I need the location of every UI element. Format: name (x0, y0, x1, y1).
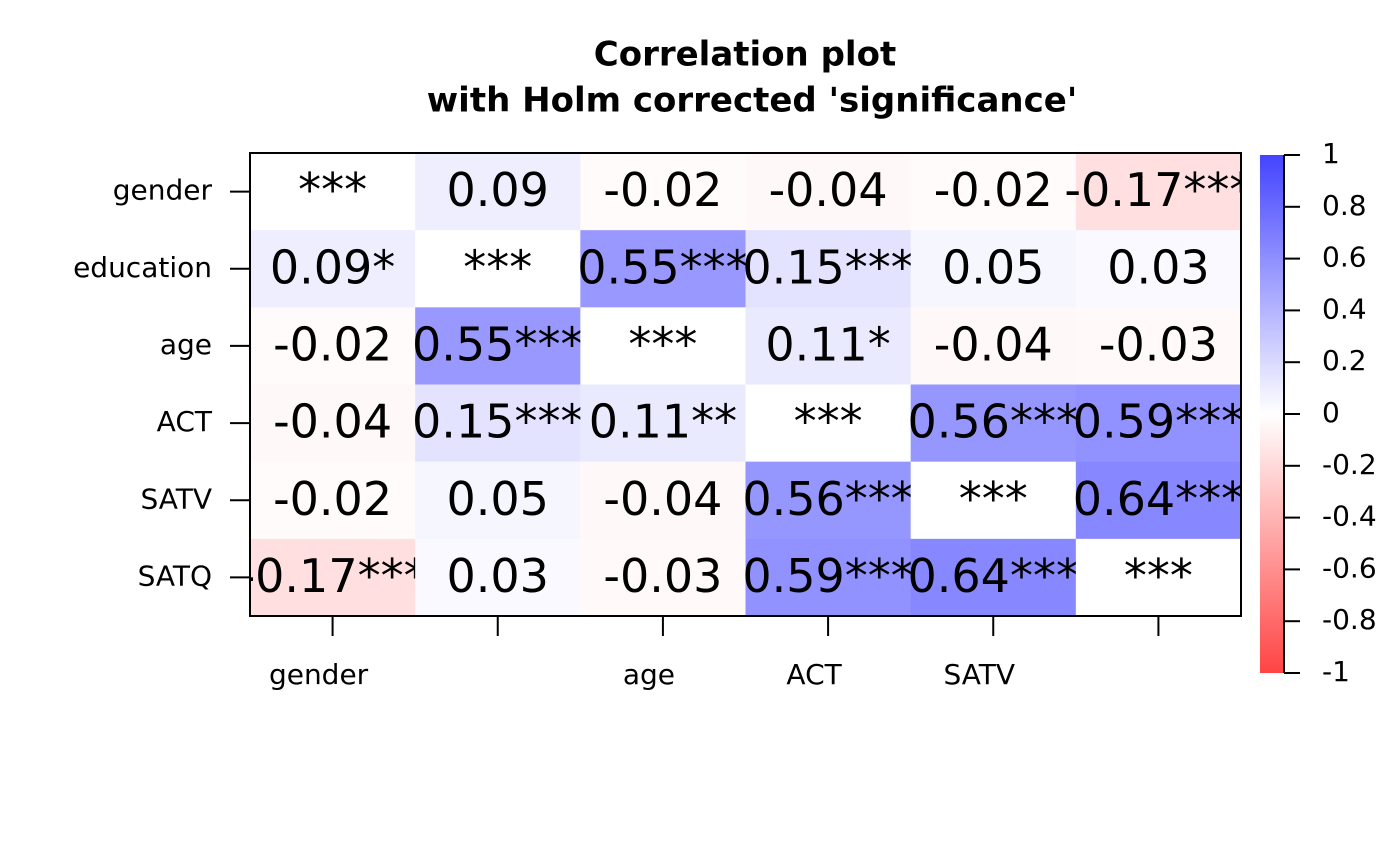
cell-label: -0.02 (273, 317, 392, 371)
cell-label: -0.02 (934, 163, 1053, 217)
y-tick-label: SATV (140, 482, 212, 515)
colorbar-tick-label: 0 (1322, 396, 1340, 429)
cell-label: 0.15*** (412, 395, 583, 449)
colorbar-tick-label: -0.4 (1322, 500, 1377, 533)
cell (745, 230, 912, 308)
cell (910, 307, 1077, 385)
y-tick-label: age (160, 328, 212, 361)
colorbar-tick-label: -0.2 (1322, 448, 1377, 481)
cell (910, 538, 1077, 616)
cell-label: -0.04 (603, 472, 722, 526)
cell-label: 0.11** (589, 395, 737, 449)
cell-label: -0.03 (603, 549, 722, 603)
y-tick-label: education (73, 251, 212, 284)
cell (745, 461, 912, 540)
cell-label: 0.11* (765, 317, 890, 371)
cell-label: 0.55*** (412, 317, 583, 371)
cell (910, 230, 1077, 308)
y-tick-label: SATQ (138, 559, 212, 592)
cell-label: 0.15*** (742, 240, 913, 294)
colorbar-tick-label: -0.6 (1322, 551, 1377, 584)
cell-label: 0.59*** (742, 549, 913, 603)
cell (250, 384, 416, 463)
cell-label: -0.04 (273, 395, 392, 449)
cell-label: 0.56*** (908, 395, 1079, 449)
cell (580, 461, 746, 540)
heatmap-cells: *** 0.09 -0.02 -0.04 -0.02 -0.17***0.09* *** 0.… (239, 153, 1252, 616)
cell-label: *** (463, 240, 532, 294)
cell-label: -0.04 (769, 163, 888, 217)
cell (745, 307, 912, 385)
cell-label: 0.09* (270, 240, 395, 294)
cell (250, 307, 416, 385)
cell-label: -0.03 (1099, 317, 1218, 371)
chart-subtitle: with Holm corrected 'significance' (427, 81, 1077, 121)
cell (910, 461, 1077, 540)
cell (415, 230, 581, 308)
cell (910, 384, 1077, 463)
cell-label: 0.09 (447, 163, 549, 217)
y-tick-label: ACT (157, 405, 213, 438)
cell-label: -0.04 (934, 317, 1053, 371)
cell (1075, 153, 1241, 231)
cell-label: 0.59*** (1073, 395, 1244, 449)
chart-title: Correlation plot (594, 35, 896, 75)
x-tick-label: SATV (943, 658, 1015, 691)
cell (580, 384, 746, 463)
x-tick-label: ACT (786, 658, 842, 691)
colorbar-tick-label: 0.4 (1322, 292, 1367, 325)
cell (580, 153, 746, 231)
cell-label: 0.03 (1107, 240, 1209, 294)
cell (580, 307, 746, 385)
cell-label: 0.56*** (742, 472, 913, 526)
cell-label: *** (959, 472, 1028, 526)
cell-label: -0.02 (603, 163, 722, 217)
cell (1075, 230, 1241, 308)
cell-label: -0.17*** (239, 549, 427, 603)
colorbar-tick-label: 1 (1322, 137, 1340, 170)
cell-label: *** (628, 317, 697, 371)
cell-label: -0.02 (273, 472, 392, 526)
colorbar-tick-label: 0.8 (1322, 189, 1367, 222)
cell (580, 230, 746, 308)
colorbar-tick-label: -1 (1322, 655, 1350, 688)
cell-label: 0.05 (447, 472, 549, 526)
cell (415, 538, 581, 616)
cell-label: 0.55*** (577, 240, 748, 294)
cell (415, 461, 581, 540)
cell (250, 538, 416, 616)
cell (250, 230, 416, 308)
cell-label: *** (794, 395, 863, 449)
cell (1075, 538, 1241, 616)
x-tick-label: age (623, 658, 675, 691)
cell (745, 153, 912, 231)
cell (415, 153, 581, 231)
cell (580, 538, 746, 616)
cell (1075, 384, 1241, 463)
colorbar-tick-label: 0.6 (1322, 241, 1367, 274)
cell (250, 153, 416, 231)
cell (250, 461, 416, 540)
cell (415, 307, 581, 385)
cell-label: *** (1124, 549, 1193, 603)
cell (745, 538, 912, 616)
cell (745, 384, 912, 463)
colorbar (1260, 155, 1284, 673)
cell-label: 0.64*** (908, 549, 1079, 603)
colorbar-tick-label: 0.2 (1322, 344, 1367, 377)
x-tick-label: gender (269, 658, 369, 691)
plot-frame (249, 152, 1242, 617)
cell (1075, 307, 1241, 385)
cell-label: *** (298, 163, 367, 217)
cell-label: 0.05 (942, 240, 1044, 294)
cell-label: 0.64*** (1073, 472, 1244, 526)
cell (415, 384, 581, 463)
colorbar-tick-label: -0.8 (1322, 603, 1377, 636)
y-tick-label: gender (113, 174, 213, 207)
cell (910, 153, 1077, 231)
cell (1075, 461, 1241, 540)
cell-label: 0.03 (447, 549, 549, 603)
cell-label: -0.17*** (1064, 163, 1252, 217)
